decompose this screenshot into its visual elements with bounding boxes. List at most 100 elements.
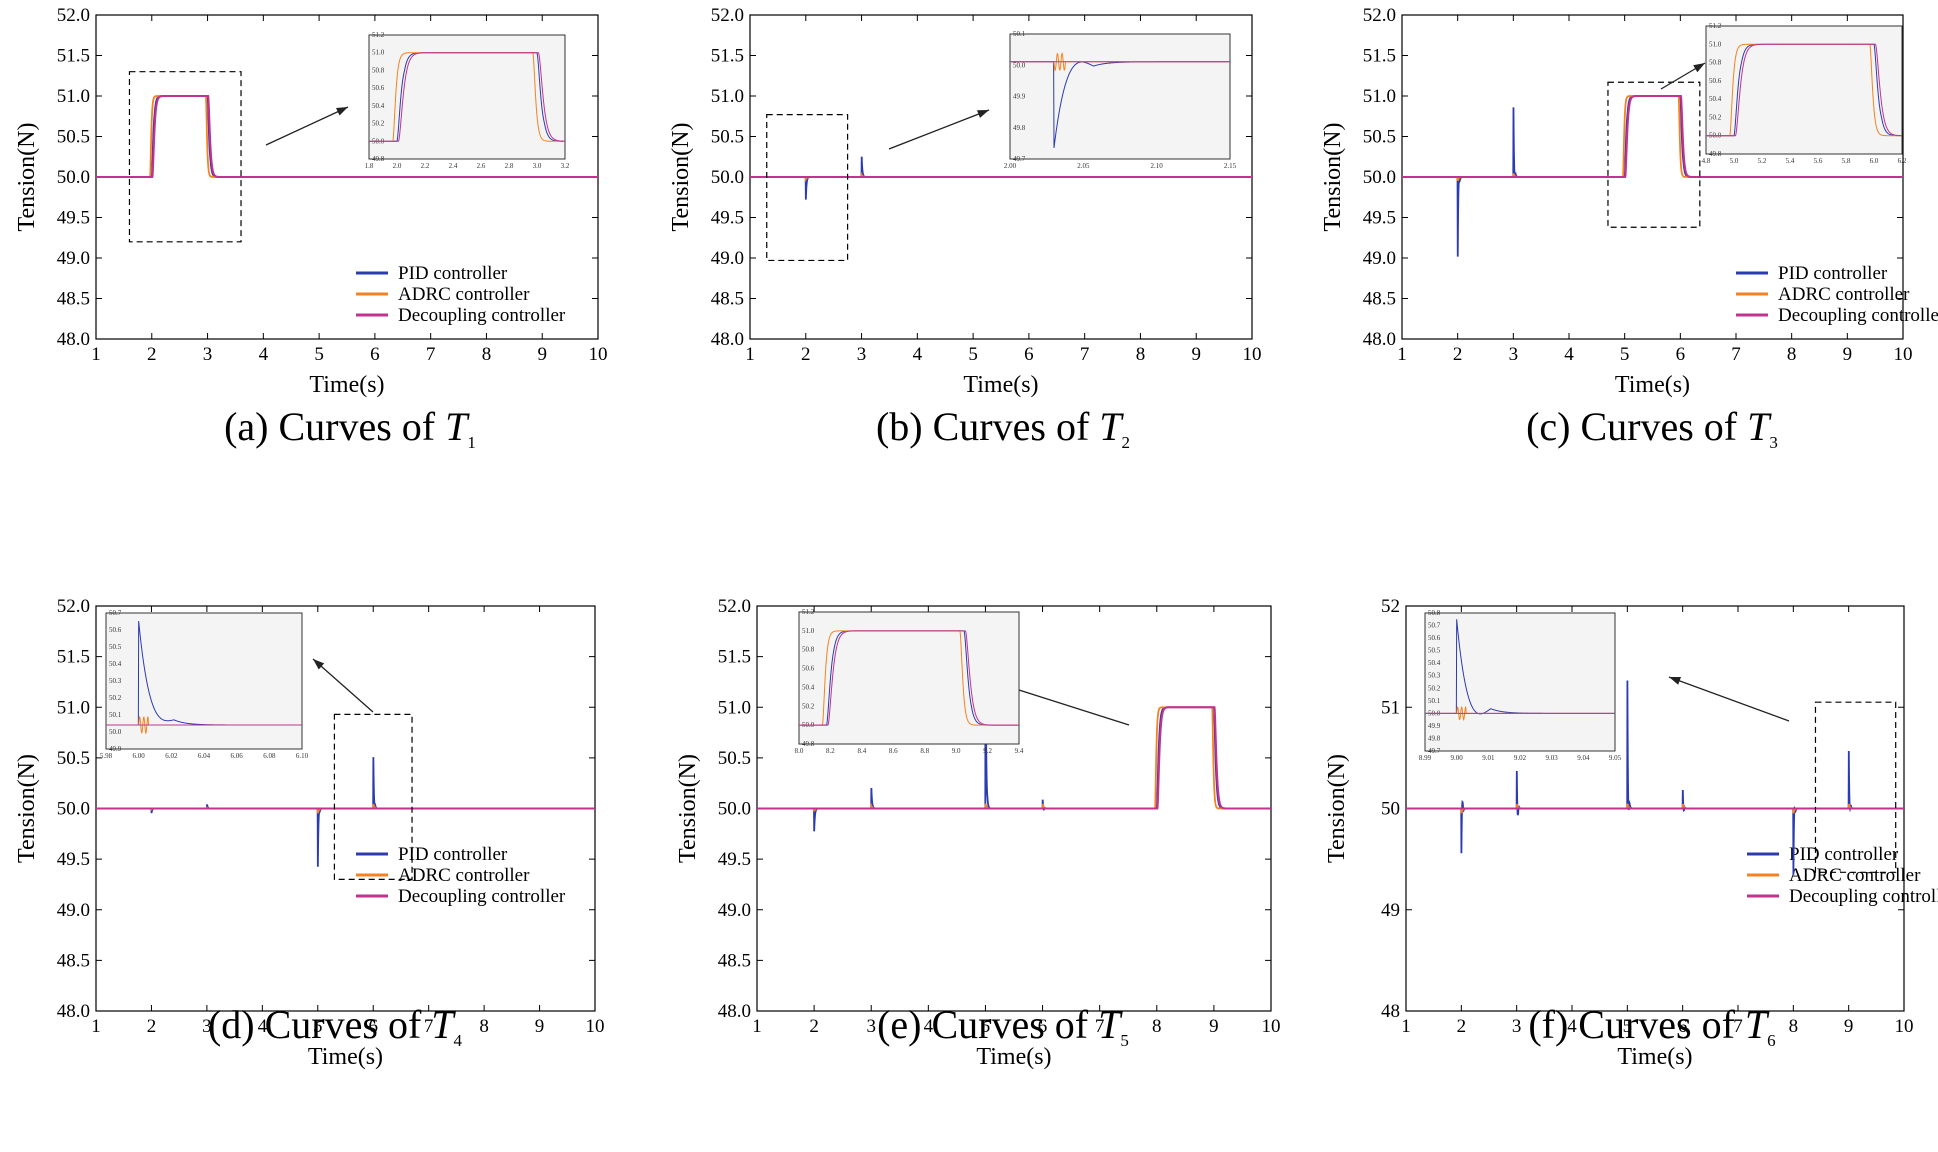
inset-x-tick-label: 2.15 bbox=[1224, 162, 1237, 170]
inset-y-tick-label: 50.4 bbox=[372, 102, 385, 110]
caption: (d) Curves of T4 bbox=[208, 1002, 463, 1050]
inset-y-tick-label: 49.7 bbox=[1013, 155, 1026, 163]
y-tick-label: 48.0 bbox=[57, 329, 90, 350]
x-tick-label: 6 bbox=[1024, 344, 1034, 365]
x-tick-label: 3 bbox=[1509, 344, 1519, 365]
inset-y-tick-label: 50.1 bbox=[109, 711, 122, 719]
inset-y-tick-label: 50.6 bbox=[1428, 634, 1441, 642]
y-tick-label: 48.5 bbox=[57, 289, 90, 310]
y-tick-label: 52.0 bbox=[711, 5, 744, 26]
inset-frame bbox=[798, 611, 1020, 745]
inset-x-tick-label: 6.08 bbox=[263, 752, 276, 760]
x-tick-label: 10 bbox=[1262, 1016, 1281, 1037]
y-tick-label: 52.0 bbox=[57, 5, 90, 26]
y-tick-label: 49.5 bbox=[718, 849, 751, 870]
inset-x-tick-label: 9.0 bbox=[952, 747, 961, 755]
x-tick-label: 7 bbox=[426, 344, 436, 365]
inset-y-tick-label: 49.9 bbox=[1428, 722, 1441, 730]
inset-x-tick-label: 2.00 bbox=[1004, 162, 1017, 170]
y-axis-label: Tension(N) bbox=[1324, 754, 1350, 863]
inset-y-tick-label: 50.2 bbox=[1428, 684, 1441, 692]
y-tick-label: 49.5 bbox=[711, 208, 744, 229]
caption-variable: T bbox=[431, 1002, 456, 1047]
inset-y-tick-label: 50.6 bbox=[1709, 77, 1722, 85]
x-tick-label: 4 bbox=[913, 344, 923, 365]
y-axis-label: Tension(N) bbox=[1320, 123, 1346, 232]
inset-x-tick-label: 9.04 bbox=[1577, 754, 1590, 762]
inset-x-tick-label: 5.98 bbox=[100, 752, 113, 760]
zoom-arrow-head bbox=[1669, 677, 1681, 685]
y-tick-label: 50.5 bbox=[1363, 127, 1396, 148]
zoom-arrow-head bbox=[1693, 63, 1705, 73]
x-tick-label: 4 bbox=[259, 344, 269, 365]
inset-series-decoupling-line bbox=[799, 630, 1019, 726]
y-tick-label: 50.5 bbox=[718, 748, 751, 769]
zoom-arrow-head bbox=[336, 107, 348, 116]
x-tick-label: 8 bbox=[479, 1016, 489, 1037]
series-decoupling-line bbox=[96, 95, 598, 178]
y-tick-label: 49.0 bbox=[718, 900, 751, 921]
x-tick-label: 10 bbox=[1243, 344, 1262, 365]
inset-x-tick-label: 9.2 bbox=[983, 747, 992, 755]
caption-variable: T bbox=[1747, 404, 1772, 449]
inset-y-tick-label: 49.7 bbox=[1428, 747, 1441, 755]
legend-entry: Decoupling controller bbox=[1778, 305, 1938, 326]
x-tick-label: 7 bbox=[1733, 1016, 1743, 1037]
x-tick-label: 1 bbox=[752, 1016, 762, 1037]
x-tick-label: 4 bbox=[1564, 344, 1574, 365]
inset-frame bbox=[105, 612, 303, 750]
inset-x-tick-label: 2.8 bbox=[505, 162, 514, 170]
inset-y-tick-label: 49.9 bbox=[109, 745, 122, 753]
x-tick-label: 2 bbox=[809, 1016, 819, 1037]
y-tick-label: 51.5 bbox=[57, 647, 90, 668]
zoom-box bbox=[766, 114, 849, 262]
zoom-inset: 8.0 8.2 8.4 8.6 8.8 9.0 9.2 9.449.850.050.250.4… bbox=[795, 608, 1024, 755]
inset-y-tick-label: 51.0 bbox=[1709, 40, 1722, 48]
x-axis-label: Time(s) bbox=[976, 1044, 1051, 1070]
inset-y-tick-label: 50.0 bbox=[109, 728, 122, 736]
caption-subscript: 2 bbox=[1122, 433, 1131, 452]
y-tick-label: 51.0 bbox=[57, 86, 90, 107]
y-tick-label: 50.0 bbox=[718, 799, 751, 820]
caption-prefix: (c) Curves of bbox=[1526, 404, 1747, 449]
y-tick-label: 51.0 bbox=[718, 697, 751, 718]
caption-subscript: 3 bbox=[1769, 433, 1778, 452]
x-tick-label: 7 bbox=[424, 1016, 434, 1037]
series-pid-line bbox=[750, 156, 1252, 200]
inset-x-tick-label: 8.4 bbox=[857, 747, 866, 755]
inset-x-tick-label: 9.4 bbox=[1015, 747, 1024, 755]
x-tick-label: 7 bbox=[1731, 344, 1741, 365]
inset-x-tick-label: 1.8 bbox=[365, 162, 374, 170]
inset-series-decoupling-line bbox=[1706, 43, 1903, 137]
zoom-arrow bbox=[265, 106, 349, 146]
x-tick-label: 4 bbox=[1567, 1016, 1577, 1037]
inset-y-tick-label: 49.8 bbox=[372, 155, 385, 163]
zoom-inset: 5.98 6.00 6.02 6.04 6.06 6.08 6.10 49.9 50.0 50.1… bbox=[100, 609, 309, 760]
y-tick-label: 50.0 bbox=[57, 799, 90, 820]
caption-variable: T bbox=[1098, 1002, 1123, 1047]
zoom-inset: 2.00 2.05 2.10 2.15 49.7 49.8 49.9 50.0 50.1 bbox=[1004, 30, 1237, 170]
inset-y-tick-label: 50.6 bbox=[802, 665, 815, 673]
zoom-box bbox=[1607, 81, 1701, 228]
y-tick-label: 49.0 bbox=[57, 248, 90, 269]
legend-entry: PID controller bbox=[1789, 844, 1899, 865]
y-tick-label: 52.0 bbox=[718, 596, 751, 617]
zoom-box bbox=[333, 713, 413, 880]
x-axis-label: Time(s) bbox=[963, 372, 1038, 398]
x-tick-label: 9 bbox=[1843, 344, 1853, 365]
x-tick-label: 5 bbox=[968, 344, 978, 365]
y-tick-label: 49.0 bbox=[1363, 248, 1396, 269]
x-tick-label: 9 bbox=[1209, 1016, 1219, 1037]
x-tick-label: 5 bbox=[314, 344, 324, 365]
zoom-arrow bbox=[312, 658, 374, 713]
caption: (c) Curves of T3 bbox=[1526, 404, 1778, 452]
inset-x-tick-label: 6.10 bbox=[296, 752, 309, 760]
y-tick-label: 48.5 bbox=[57, 950, 90, 971]
inset-x-tick-label: 2.10 bbox=[1151, 162, 1164, 170]
y-axis-label: Tension(N) bbox=[675, 754, 701, 863]
inset-y-tick-label: 51.0 bbox=[802, 627, 815, 635]
y-tick-label: 48.0 bbox=[57, 1001, 90, 1022]
x-tick-label: 8 bbox=[1787, 344, 1797, 365]
x-tick-label: 2 bbox=[147, 344, 157, 365]
zoom-box bbox=[1814, 701, 1897, 873]
